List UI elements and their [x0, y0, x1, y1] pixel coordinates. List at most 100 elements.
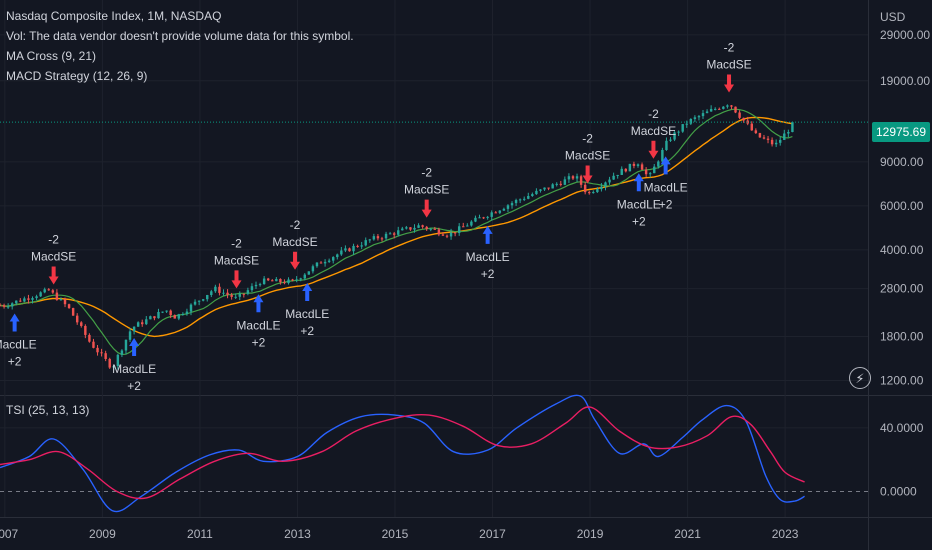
candle-body[interactable] [405, 227, 408, 229]
candle-body[interactable] [266, 278, 270, 281]
candle-body[interactable] [596, 189, 599, 193]
candle-body[interactable] [462, 226, 465, 228]
candle-body[interactable] [470, 221, 473, 226]
candle-body[interactable] [510, 203, 514, 206]
candle-body[interactable] [161, 311, 164, 313]
candle-body[interactable] [713, 108, 717, 110]
candle-body[interactable] [27, 298, 30, 300]
candle-body[interactable] [421, 225, 424, 227]
candle-body[interactable] [51, 290, 55, 293]
candle-body[interactable] [128, 331, 132, 340]
candle-body[interactable] [307, 271, 311, 275]
candle-body[interactable] [571, 176, 575, 179]
candle-body[interactable] [291, 279, 294, 281]
candle-body[interactable] [441, 234, 445, 236]
price-pane[interactable]: MacdLE+2MacdSE-2MacdLE+2MacdSE-2MacdLE+2… [0, 41, 868, 393]
candle-body[interactable] [774, 142, 778, 145]
candle-body[interactable] [112, 365, 116, 368]
candle-body[interactable] [783, 133, 786, 140]
candle-body[interactable] [502, 208, 506, 211]
candle-body[interactable] [604, 182, 607, 187]
candle-body[interactable] [579, 176, 583, 185]
candle-body[interactable] [498, 210, 502, 213]
candle-body[interactable] [55, 292, 59, 300]
candle-body[interactable] [39, 292, 42, 297]
sell-signal-arrow[interactable] [290, 251, 301, 270]
candle-body[interactable] [518, 199, 522, 201]
candle-body[interactable] [693, 117, 697, 119]
candle-body[interactable] [474, 217, 477, 222]
candle-body[interactable] [189, 304, 193, 312]
candle-body[interactable] [669, 139, 672, 141]
candle-body[interactable] [299, 278, 302, 280]
candle-body[interactable] [193, 301, 197, 305]
candle-body[interactable] [372, 236, 376, 240]
candle-body[interactable] [575, 176, 579, 179]
candle-body[interactable] [84, 325, 87, 335]
candle-body[interactable] [145, 319, 148, 325]
candle-body[interactable] [551, 184, 554, 189]
candle-body[interactable] [478, 217, 481, 219]
candle-body[interactable] [644, 169, 648, 175]
candle-body[interactable] [388, 233, 392, 235]
candle-body[interactable] [258, 284, 262, 286]
candle-body[interactable] [108, 358, 111, 368]
candle-body[interactable] [449, 232, 453, 237]
candle-body[interactable] [726, 105, 729, 107]
candle-body[interactable] [327, 260, 331, 262]
tsi-pane[interactable] [0, 394, 805, 513]
candle-body[interactable] [754, 130, 758, 134]
ma-fast-line[interactable] [0, 108, 793, 356]
candle-body[interactable] [23, 298, 26, 302]
candle-body[interactable] [718, 108, 721, 110]
tsi-signal-line[interactable] [0, 406, 805, 500]
candle-body[interactable] [141, 322, 144, 325]
candle-body[interactable] [206, 295, 209, 300]
candle-body[interactable] [287, 279, 290, 284]
candle-body[interactable] [275, 278, 278, 282]
candle-body[interactable] [96, 347, 99, 353]
candle-body[interactable] [600, 186, 603, 190]
candle-body[interactable] [210, 291, 213, 296]
candle-body[interactable] [697, 116, 701, 118]
candle-body[interactable] [762, 137, 766, 139]
candle-body[interactable] [632, 163, 636, 166]
candle-body[interactable] [657, 161, 660, 167]
candle-body[interactable] [555, 183, 558, 185]
candle-body[interactable] [701, 113, 705, 117]
candle-body[interactable] [75, 315, 79, 323]
candle-body[interactable] [100, 352, 103, 354]
candle-body[interactable] [494, 212, 497, 214]
candle-body[interactable] [132, 326, 136, 332]
candle-body[interactable] [486, 216, 489, 218]
candle-body[interactable] [43, 289, 46, 293]
candle-body[interactable] [417, 225, 420, 228]
candle-body[interactable] [522, 198, 526, 200]
candle-body[interactable] [120, 350, 124, 355]
candle-body[interactable] [88, 334, 91, 342]
sell-signal-arrow[interactable] [648, 140, 659, 159]
candle-body[interactable] [397, 230, 400, 235]
candle-body[interactable] [531, 194, 534, 197]
sell-signal-arrow[interactable] [724, 74, 735, 93]
candle-body[interactable] [332, 257, 335, 261]
candle-body[interactable] [640, 164, 644, 170]
candle-body[interactable] [59, 299, 63, 301]
candle-body[interactable] [653, 166, 656, 174]
candle-body[interactable] [543, 187, 546, 190]
candle-body[interactable] [608, 179, 611, 183]
candle-body[interactable] [336, 254, 339, 258]
candle-body[interactable] [149, 316, 152, 320]
candle-body[interactable] [628, 163, 632, 172]
candle-body[interactable] [535, 190, 538, 195]
candle-body[interactable] [47, 289, 50, 291]
candle-body[interactable] [35, 296, 38, 299]
candle-body[interactable] [10, 303, 14, 307]
sell-signal-arrow[interactable] [421, 199, 432, 218]
candle-body[interactable] [303, 274, 306, 279]
symbol-legend[interactable]: Nasdaq Composite Index, 1M, NASDAQ [6, 9, 222, 23]
candle-body[interactable] [709, 108, 713, 112]
candle-body[interactable] [80, 322, 83, 326]
candle-body[interactable] [527, 196, 530, 199]
candle-body[interactable] [344, 248, 347, 251]
